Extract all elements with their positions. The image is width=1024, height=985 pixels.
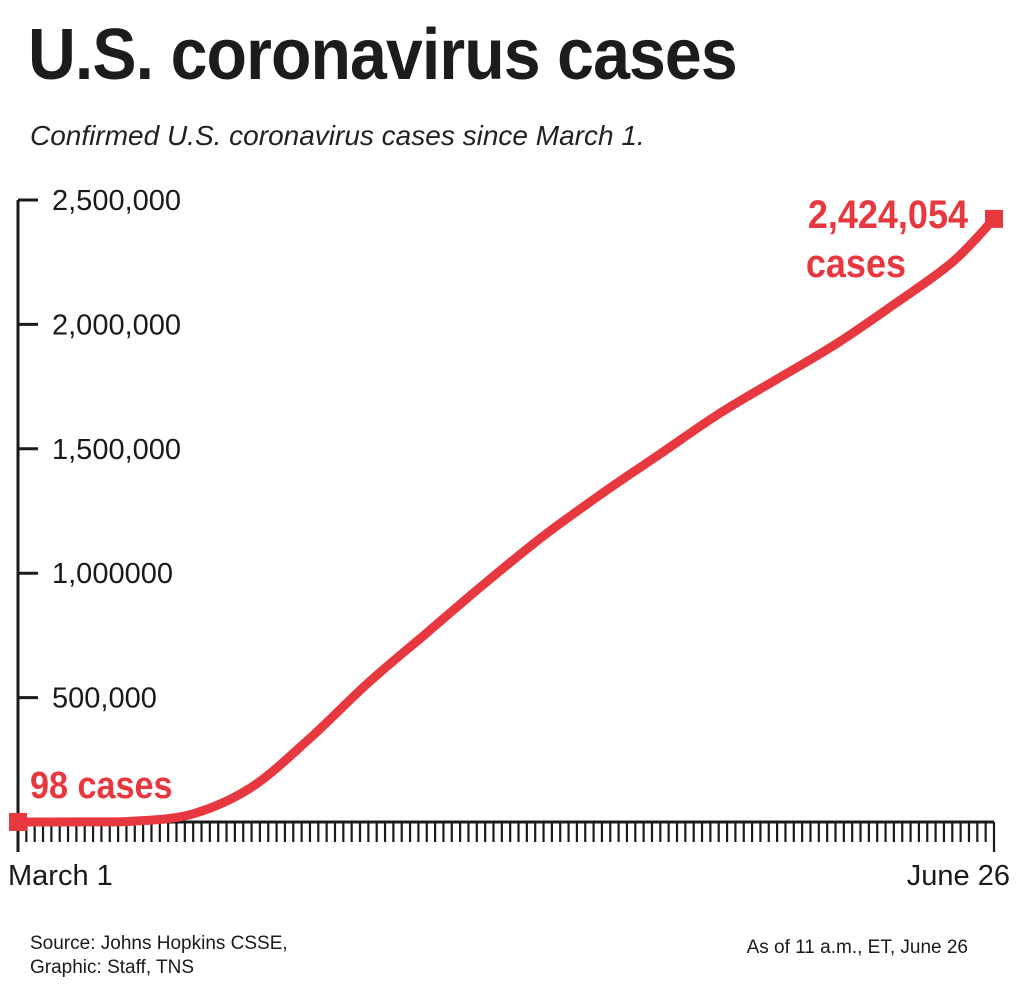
source-note: Source: Johns Hopkins CSSE, Graphic: Sta… (30, 932, 288, 980)
y-axis: 500,000 1,000000 1,500,000 2,000,000 2,500,0… (16, 185, 181, 852)
series-line (13, 214, 999, 827)
x-label-start: March 1 (8, 860, 113, 892)
as-of-note: As of 11 a.m., ET, June 26 (746, 937, 968, 958)
end-annotation-value: 2,424,054 (808, 193, 968, 237)
end-annotation-unit: cases (806, 242, 906, 286)
y-tick-label: 500,000 (52, 683, 157, 715)
chart-title: U.S. coronavirus cases (28, 15, 738, 95)
y-tick-label: 2,000,000 (52, 309, 181, 341)
x-axis (16, 820, 996, 852)
y-tick-label: 1,000000 (52, 558, 173, 590)
series (9, 209, 1003, 831)
y-tick-label: 2,500,000 (52, 185, 181, 217)
source-line: Source: Johns Hopkins CSSE, (30, 933, 288, 954)
end-point-marker (985, 209, 1003, 228)
start-point-marker (9, 812, 27, 831)
credit-line: Graphic: Staff, TNS (30, 957, 195, 978)
chart-subtitle: Confirmed U.S. coronavirus cases since M… (30, 120, 645, 151)
x-label-end: June 26 (907, 860, 1010, 892)
start-annotation: 98 cases (30, 763, 173, 806)
y-tick-label: 1,500,000 (52, 434, 181, 466)
